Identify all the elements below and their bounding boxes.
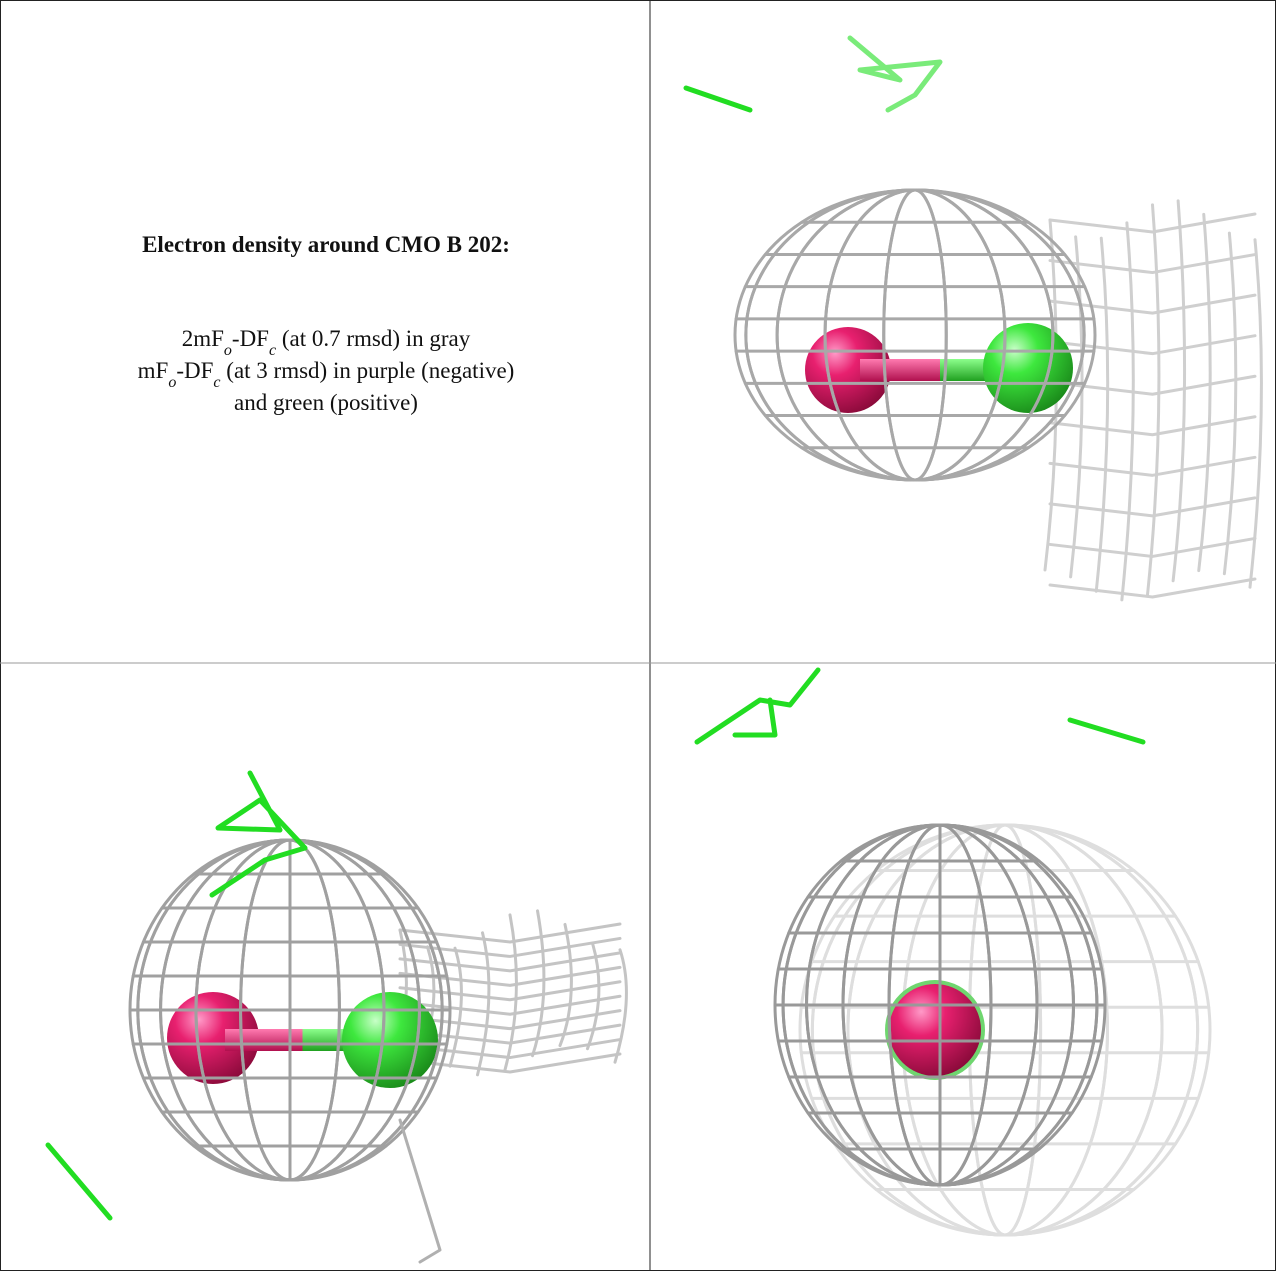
mesh-line — [531, 909, 546, 1058]
difference-density — [847, 35, 943, 113]
mesh-outline — [798, 823, 1212, 1237]
mesh-line — [398, 980, 622, 1002]
mesh-line — [1069, 235, 1084, 579]
density-panel — [694, 667, 1212, 1237]
caption-run: c — [213, 374, 220, 391]
caption-run: -DF — [176, 358, 213, 383]
mesh-line — [586, 941, 601, 1051]
mesh-line — [398, 1118, 442, 1264]
difference-density — [1067, 717, 1146, 745]
mesh-line — [398, 936, 622, 958]
mesh-line — [1171, 199, 1187, 583]
mesh-line — [398, 994, 622, 1016]
difference-density — [45, 1142, 113, 1221]
caption-run: (at 3 rmsd) in purple (negative) — [221, 358, 515, 383]
mesh-line — [1048, 212, 1257, 234]
caption-run: 2mF — [182, 326, 224, 351]
mesh-line — [613, 948, 628, 1064]
mesh-outline — [733, 188, 1097, 482]
caption: Electron density around CMO B 202: 2mFo-… — [138, 232, 515, 415]
caption-run: (at 0.7 rmsd) in gray — [276, 326, 471, 351]
density-panel — [45, 770, 628, 1264]
mesh-line — [810, 823, 1200, 1237]
mesh-line — [1048, 577, 1257, 599]
mesh-line — [1120, 221, 1135, 602]
caption-line: 2mFo-DFc (at 0.7 rmsd) in gray — [182, 326, 471, 359]
difference-density — [209, 770, 308, 898]
caption-run: o — [224, 342, 232, 359]
bond — [860, 359, 940, 381]
mesh-line — [1094, 236, 1110, 593]
caption-line: and green (positive) — [234, 390, 418, 415]
density-panel — [683, 35, 1263, 602]
atom — [342, 992, 438, 1088]
caption-run: o — [168, 374, 176, 391]
caption-run: and green (positive) — [234, 390, 418, 415]
mesh-line — [1222, 231, 1238, 576]
caption-title: Electron density around CMO B 202: — [142, 232, 510, 257]
mesh-line — [1048, 496, 1257, 518]
mesh-line — [1048, 455, 1257, 477]
atom — [889, 984, 981, 1076]
mesh-line — [1048, 253, 1257, 275]
difference-density — [683, 85, 753, 113]
mesh-line — [810, 823, 1200, 1237]
mesh-line — [398, 1052, 622, 1074]
mesh-line — [1048, 415, 1257, 437]
difference-density — [694, 667, 821, 745]
mesh-line — [1248, 238, 1263, 589]
mesh-line — [398, 1009, 622, 1031]
mesh-line — [398, 922, 622, 944]
caption-run: -DF — [232, 326, 269, 351]
atom — [167, 992, 259, 1084]
mesh-line — [1048, 293, 1257, 315]
caption-run: mF — [138, 358, 169, 383]
mesh-outline — [773, 823, 1107, 1187]
mesh-line — [1197, 212, 1212, 573]
mesh-line — [1048, 536, 1257, 558]
caption-line: mFo-DFc (at 3 rmsd) in purple (negative) — [138, 358, 515, 391]
mesh-line — [476, 931, 491, 1077]
mesh-outline — [128, 838, 452, 1182]
mesh-line — [558, 922, 573, 1048]
mesh-line — [1146, 203, 1161, 597]
mesh-line — [503, 913, 518, 1072]
caption-run: c — [269, 342, 276, 359]
mesh-line — [882, 188, 948, 482]
